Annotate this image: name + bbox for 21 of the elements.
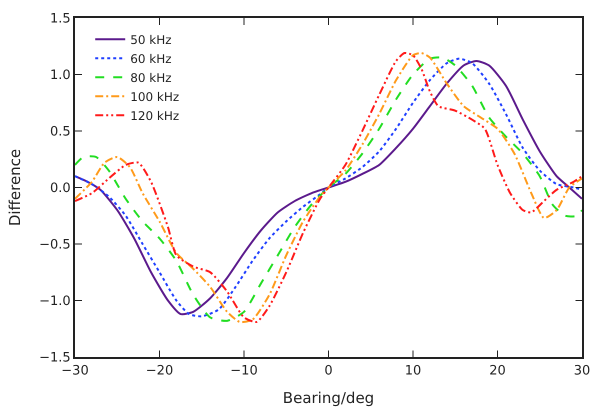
y-tick-label: 0.0 xyxy=(50,181,71,196)
x-tick-label: −20 xyxy=(146,363,174,378)
y-tick-label: −1.5 xyxy=(39,350,71,366)
legend-label: 60 kHz xyxy=(130,52,172,66)
legend-label: 120 kHz xyxy=(130,108,180,123)
y-tick-label: −0.5 xyxy=(39,238,71,253)
x-tick-label: 0 xyxy=(324,363,333,378)
legend-label: 100 kHz xyxy=(130,90,180,104)
x-tick-label: 30 xyxy=(574,363,590,378)
y-tick-label: −1.0 xyxy=(39,294,71,310)
x-tick-label: 10 xyxy=(404,363,422,378)
y-tick-label: 1.5 xyxy=(50,12,71,27)
x-axis-title: Bearing/deg xyxy=(282,388,374,407)
y-tick-label: 0.5 xyxy=(50,124,71,140)
legend-label: 80 kHz xyxy=(130,70,172,85)
x-tick-label: −30 xyxy=(61,363,89,378)
y-axis-title: Difference xyxy=(6,148,24,226)
x-tick-label: 20 xyxy=(489,363,506,378)
x-tick-label: −10 xyxy=(230,363,258,378)
legend-label: 50 kHz xyxy=(130,32,172,47)
y-tick-label: 1.0 xyxy=(50,68,71,84)
